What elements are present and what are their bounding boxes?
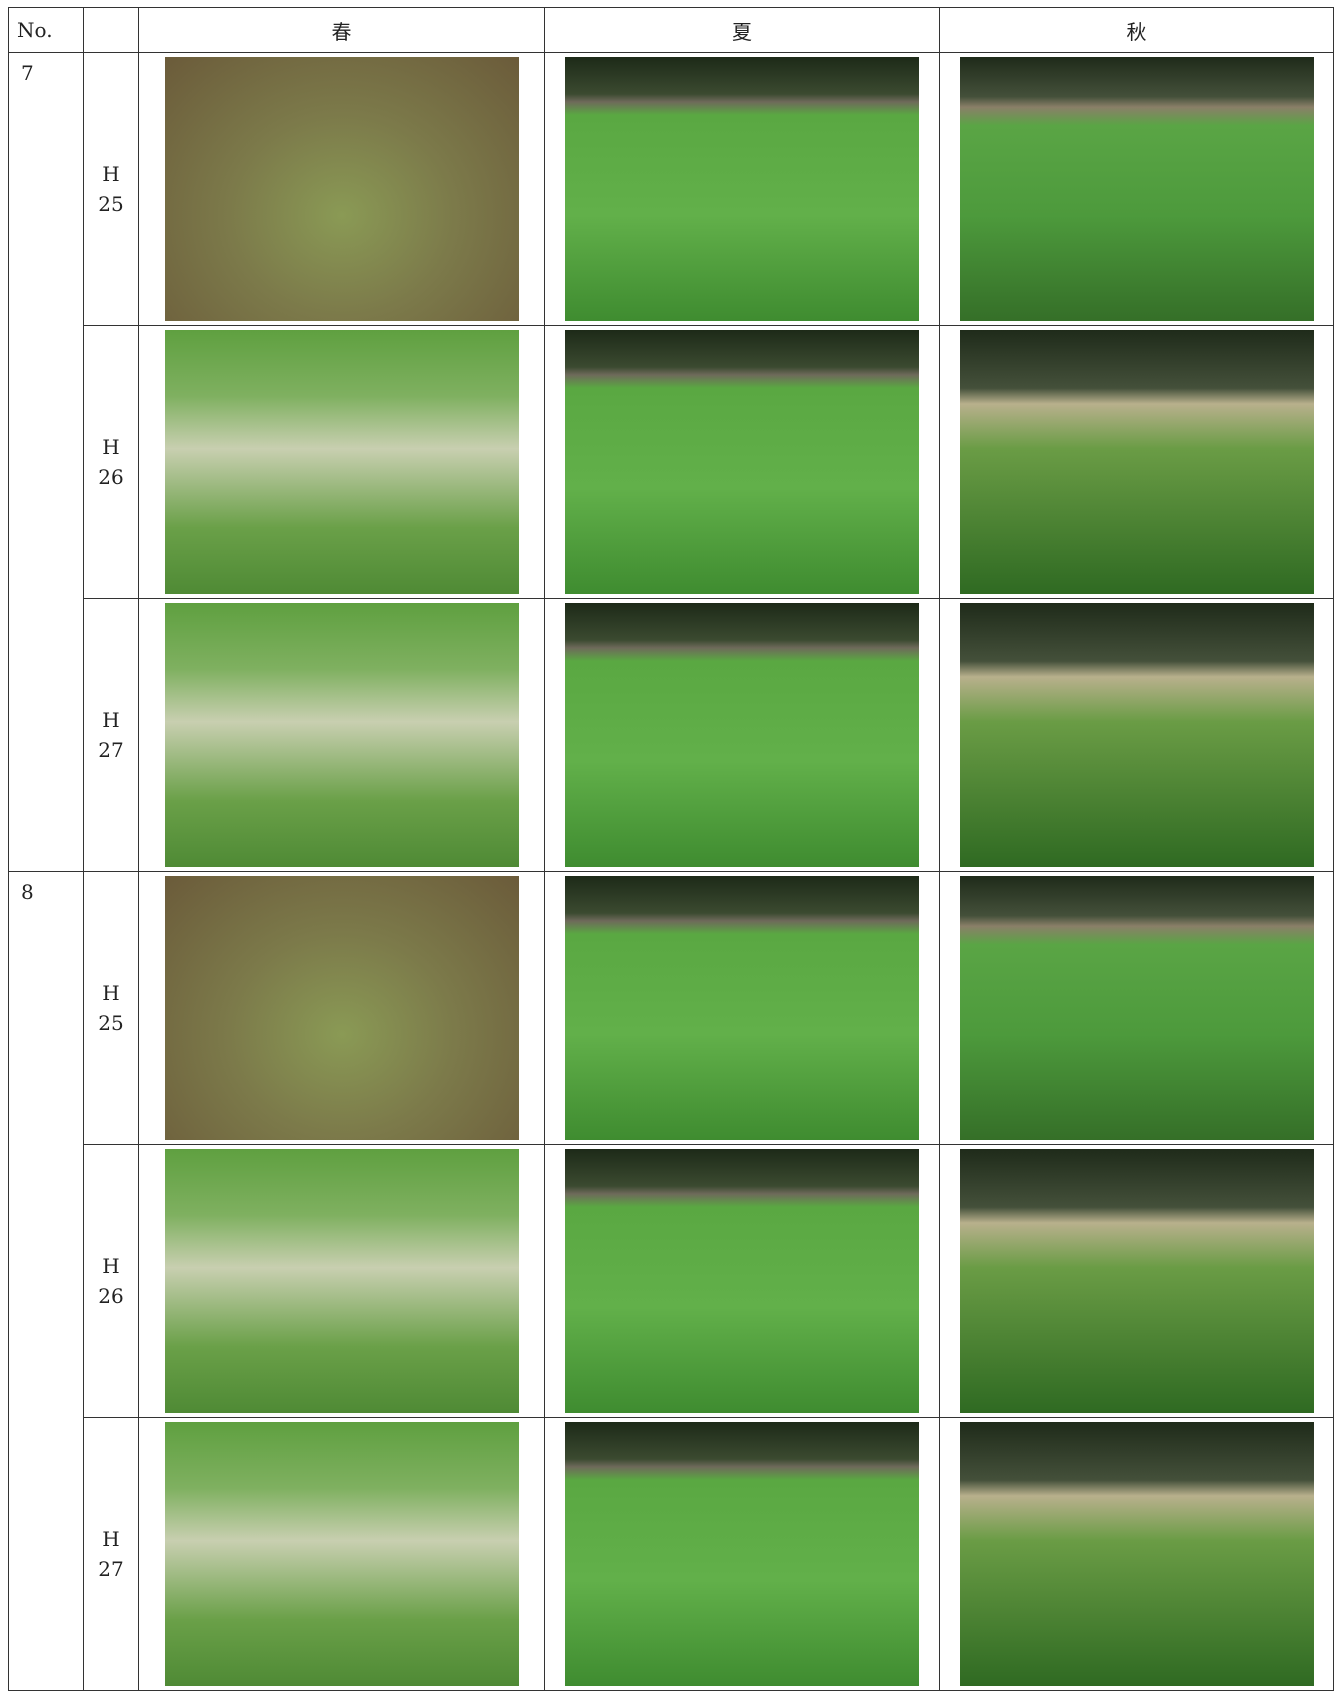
photo-cell bbox=[940, 53, 1334, 326]
photo bbox=[960, 330, 1314, 594]
photo-cell bbox=[139, 1145, 545, 1418]
photo bbox=[165, 1422, 519, 1686]
photo-cell bbox=[139, 53, 545, 326]
photo bbox=[960, 1149, 1314, 1413]
header-cell: 春 bbox=[139, 8, 545, 53]
number-cell: 7 bbox=[9, 53, 84, 872]
photo bbox=[960, 876, 1314, 1140]
table-row: H 27 bbox=[9, 1418, 1334, 1691]
table-row: H 26 bbox=[9, 1145, 1334, 1418]
photo bbox=[960, 57, 1314, 321]
photo-cell bbox=[139, 326, 545, 599]
photo-cell bbox=[545, 1145, 940, 1418]
year-cell: H 27 bbox=[84, 599, 139, 872]
photo bbox=[565, 330, 919, 594]
header-row: No. 春 夏 秋 bbox=[9, 8, 1334, 53]
table-row: H 26 bbox=[9, 326, 1334, 599]
photo-cell bbox=[545, 326, 940, 599]
year-cell: H 26 bbox=[84, 326, 139, 599]
photo bbox=[165, 1149, 519, 1413]
photo bbox=[165, 330, 519, 594]
photo-cell bbox=[545, 872, 940, 1145]
page: No. 春 夏 秋 7H 25H 26H 278H 25H 26H 27 (()… bbox=[0, 0, 1338, 1688]
photo bbox=[960, 603, 1314, 867]
header-cell bbox=[84, 8, 139, 53]
photo-cell bbox=[940, 599, 1334, 872]
header-cell: 秋 bbox=[940, 8, 1334, 53]
photo bbox=[165, 876, 519, 1140]
photo bbox=[565, 57, 919, 321]
photo-cell bbox=[545, 53, 940, 326]
photo-cell bbox=[940, 1418, 1334, 1691]
photo bbox=[565, 876, 919, 1140]
photo bbox=[565, 1149, 919, 1413]
photo bbox=[565, 603, 919, 867]
photo bbox=[165, 57, 519, 321]
year-cell: H 27 bbox=[84, 1418, 139, 1691]
photo bbox=[165, 603, 519, 867]
photo-cell bbox=[940, 326, 1334, 599]
header-cell: No. bbox=[9, 8, 84, 53]
year-cell: H 26 bbox=[84, 1145, 139, 1418]
header-cell: 夏 bbox=[545, 8, 940, 53]
photo bbox=[960, 1422, 1314, 1686]
photo-cell bbox=[940, 1145, 1334, 1418]
photo-cell bbox=[139, 1418, 545, 1691]
year-cell: H 25 bbox=[84, 872, 139, 1145]
photo-cell bbox=[545, 599, 940, 872]
photo-cell bbox=[940, 872, 1334, 1145]
photo bbox=[565, 1422, 919, 1686]
photo-cell bbox=[139, 872, 545, 1145]
photo-cell bbox=[545, 1418, 940, 1691]
photo-cell bbox=[139, 599, 545, 872]
year-cell: H 25 bbox=[84, 53, 139, 326]
table-row: H 27 bbox=[9, 599, 1334, 872]
number-cell: 8 bbox=[9, 872, 84, 1691]
